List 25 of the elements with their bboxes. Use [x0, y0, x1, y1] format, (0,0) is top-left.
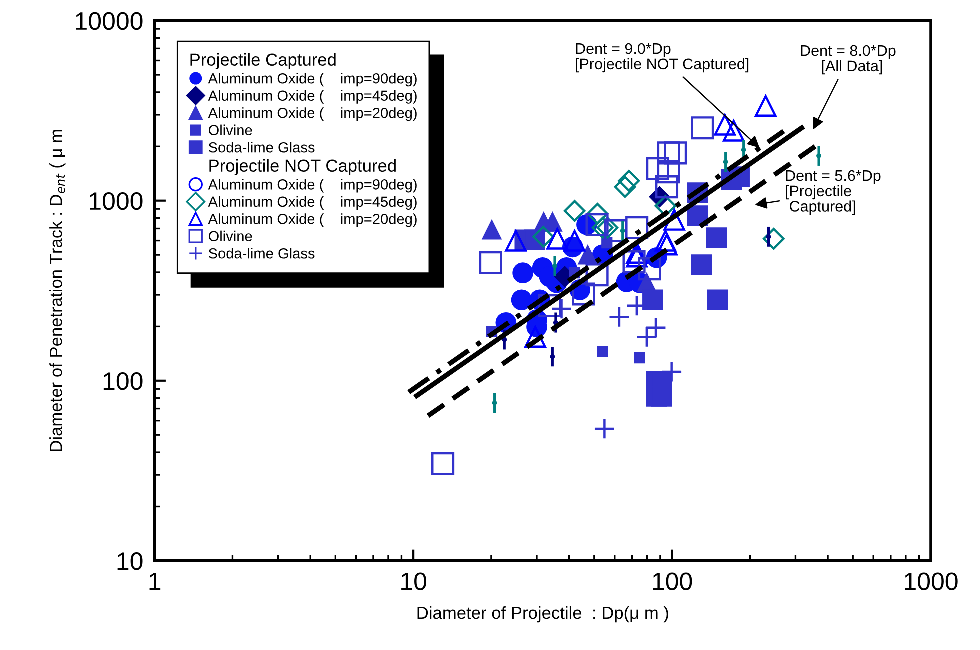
legend-label: Soda-lime Glass — [208, 248, 315, 259]
legend-label: Olivine — [208, 230, 252, 242]
x-tick-label: 100 — [653, 572, 692, 590]
x-tick-label: 10 — [402, 572, 426, 590]
y-tick-label: 10 — [118, 552, 143, 570]
annotation: Dent = 9.0*Dp [Projectile NOT Captured] — [576, 43, 749, 73]
y-tick-label: 1000 — [90, 192, 143, 210]
legend-label: Olivine — [208, 124, 252, 136]
legend-label: Aluminum Oxide ( imp=90deg) — [208, 73, 417, 87]
x-axis-title: Diameter of Projectile : Dp(μ m ) — [418, 606, 668, 623]
legend-label: Aluminum Oxide ( imp=45deg) — [208, 196, 417, 210]
legend-label: Aluminum Oxide ( imp=90deg) — [208, 179, 417, 193]
annotation: Dent = 8.0*Dp [All Data] — [801, 45, 896, 75]
legend-label: Aluminum Oxide ( imp=20deg) — [208, 108, 417, 122]
y-axis-title: Diameter of Penetration Track : D$_{ent}$ ( μ m — [50, 130, 66, 452]
legend-label: Aluminum Oxide ( imp=20deg) — [208, 214, 417, 228]
legend-label: Soda-lime Glass — [208, 142, 315, 153]
legend-title: Projectile Captured — [190, 53, 336, 70]
annotation: Projectile NOT Captured — [210, 159, 396, 176]
annotation: Dent = 5.6*Dp [Projectile Captured] — [786, 170, 881, 215]
x-tick-label: 1 — [150, 572, 161, 590]
y-tick-label: 10000 — [76, 12, 143, 30]
y-tick-label: 100 — [104, 372, 143, 390]
x-tick-label: 1000 — [905, 572, 958, 590]
legend-label: Aluminum Oxide ( imp=45deg) — [208, 90, 417, 104]
